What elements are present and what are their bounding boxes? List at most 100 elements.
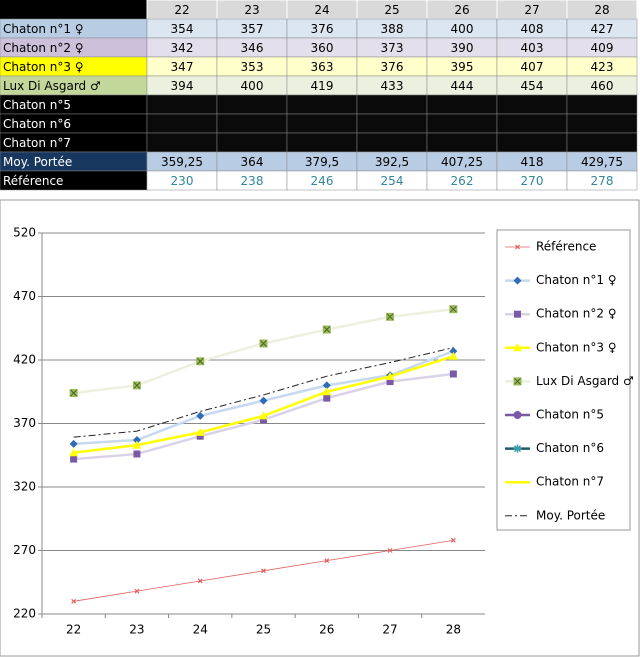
legend-label: Chaton n°1 ♀ <box>536 273 617 287</box>
cell-value: 347 <box>171 60 194 74</box>
marker-shape <box>133 382 141 389</box>
cell <box>426 94 498 115</box>
point <box>260 416 267 424</box>
cell-value: 376 <box>311 22 334 36</box>
cell-value: 408 <box>521 22 544 36</box>
cell-value: 388 <box>381 22 404 36</box>
marker-shape <box>449 370 457 378</box>
cell-value: 357 <box>241 22 264 36</box>
marker-shape <box>132 440 142 449</box>
header-label: 23 <box>244 3 259 17</box>
cell <box>426 132 498 153</box>
cell-value: 379,5 <box>305 155 339 169</box>
legend-marker <box>513 444 522 453</box>
legend-label: Chaton n°6 <box>536 441 604 455</box>
x-tick-label: 23 <box>129 623 144 637</box>
row-label: Chaton n°5 <box>3 98 71 112</box>
cell-value: 342 <box>171 41 194 55</box>
marker-shape <box>259 411 268 420</box>
point <box>197 578 203 584</box>
marker-shape <box>70 455 78 463</box>
marker-shape <box>514 378 521 385</box>
marker-shape <box>449 347 458 356</box>
point <box>448 351 458 360</box>
cell-value: 238 <box>241 174 264 188</box>
point <box>322 381 331 390</box>
cell <box>566 170 638 191</box>
point <box>322 387 332 396</box>
point <box>259 396 268 405</box>
row-label: Référence <box>3 174 63 188</box>
row-label: Moy. Portée <box>3 155 72 169</box>
cell <box>566 113 638 134</box>
cell-value: 262 <box>451 174 474 188</box>
point <box>196 432 204 440</box>
header-corner <box>0 0 147 19</box>
marker-shape <box>513 411 522 419</box>
point <box>323 394 331 402</box>
y-tick-label: 470 <box>13 289 36 303</box>
marker-shape <box>387 548 393 553</box>
marker-shape <box>69 439 78 448</box>
cell <box>216 94 288 115</box>
cell-value: 359,25 <box>161 155 203 169</box>
cell-value: 394 <box>171 79 194 93</box>
marker-shape <box>323 326 331 333</box>
cell <box>216 132 288 153</box>
y-tick-label: 270 <box>13 543 36 557</box>
marker-shape <box>385 372 395 381</box>
point <box>195 427 205 436</box>
cell-value: 454 <box>521 79 544 93</box>
marker-shape <box>196 357 204 365</box>
point <box>449 370 457 378</box>
marker-shape <box>132 436 141 445</box>
legend-label: Chaton n°5 <box>536 408 604 422</box>
marker-shape <box>70 389 77 397</box>
cell-value: 270 <box>521 174 544 188</box>
legend-marker <box>515 244 520 250</box>
cell-value: 460 <box>591 79 614 93</box>
point <box>386 378 394 386</box>
header-label: 28 <box>594 3 609 17</box>
cell <box>146 113 218 134</box>
row-label: Chaton n°6 <box>3 117 71 131</box>
point <box>69 439 78 448</box>
cell-value: 346 <box>241 41 264 55</box>
y-tick-label: 320 <box>13 480 36 494</box>
cell-value: 230 <box>171 174 194 188</box>
cell-value: 392,5 <box>375 155 409 169</box>
point <box>261 568 266 574</box>
cell <box>566 132 638 153</box>
point <box>132 381 141 390</box>
cell <box>216 113 288 134</box>
header-label: 22 <box>174 3 189 17</box>
marker-shape <box>69 448 79 457</box>
cell-value: 278 <box>591 174 614 188</box>
header-label: 25 <box>384 3 399 17</box>
point <box>132 440 142 449</box>
cell <box>146 94 218 115</box>
x-tick-label: 22 <box>66 623 81 637</box>
legend-label: Chaton n°3 ♀ <box>536 340 617 354</box>
row-label: Chaton n°2 ♀ <box>3 41 84 55</box>
legend-marker <box>513 377 522 386</box>
x-tick-label: 25 <box>256 623 271 637</box>
x-tick-label: 24 <box>193 623 208 637</box>
marker-shape <box>134 588 140 594</box>
cell-value: 407,25 <box>441 155 483 169</box>
cell <box>286 113 358 134</box>
legend-marker <box>513 343 522 352</box>
legend-marker <box>513 411 522 419</box>
point <box>324 558 330 564</box>
marker-shape <box>71 598 77 604</box>
point <box>134 588 140 594</box>
y-tick-label: 420 <box>13 353 36 367</box>
point <box>259 411 268 420</box>
x-tick-label: 28 <box>446 623 461 637</box>
legend-label: Référence <box>536 240 596 254</box>
cell-value: 423 <box>591 60 614 74</box>
point <box>71 598 77 604</box>
point <box>69 448 79 457</box>
cell <box>356 94 428 115</box>
